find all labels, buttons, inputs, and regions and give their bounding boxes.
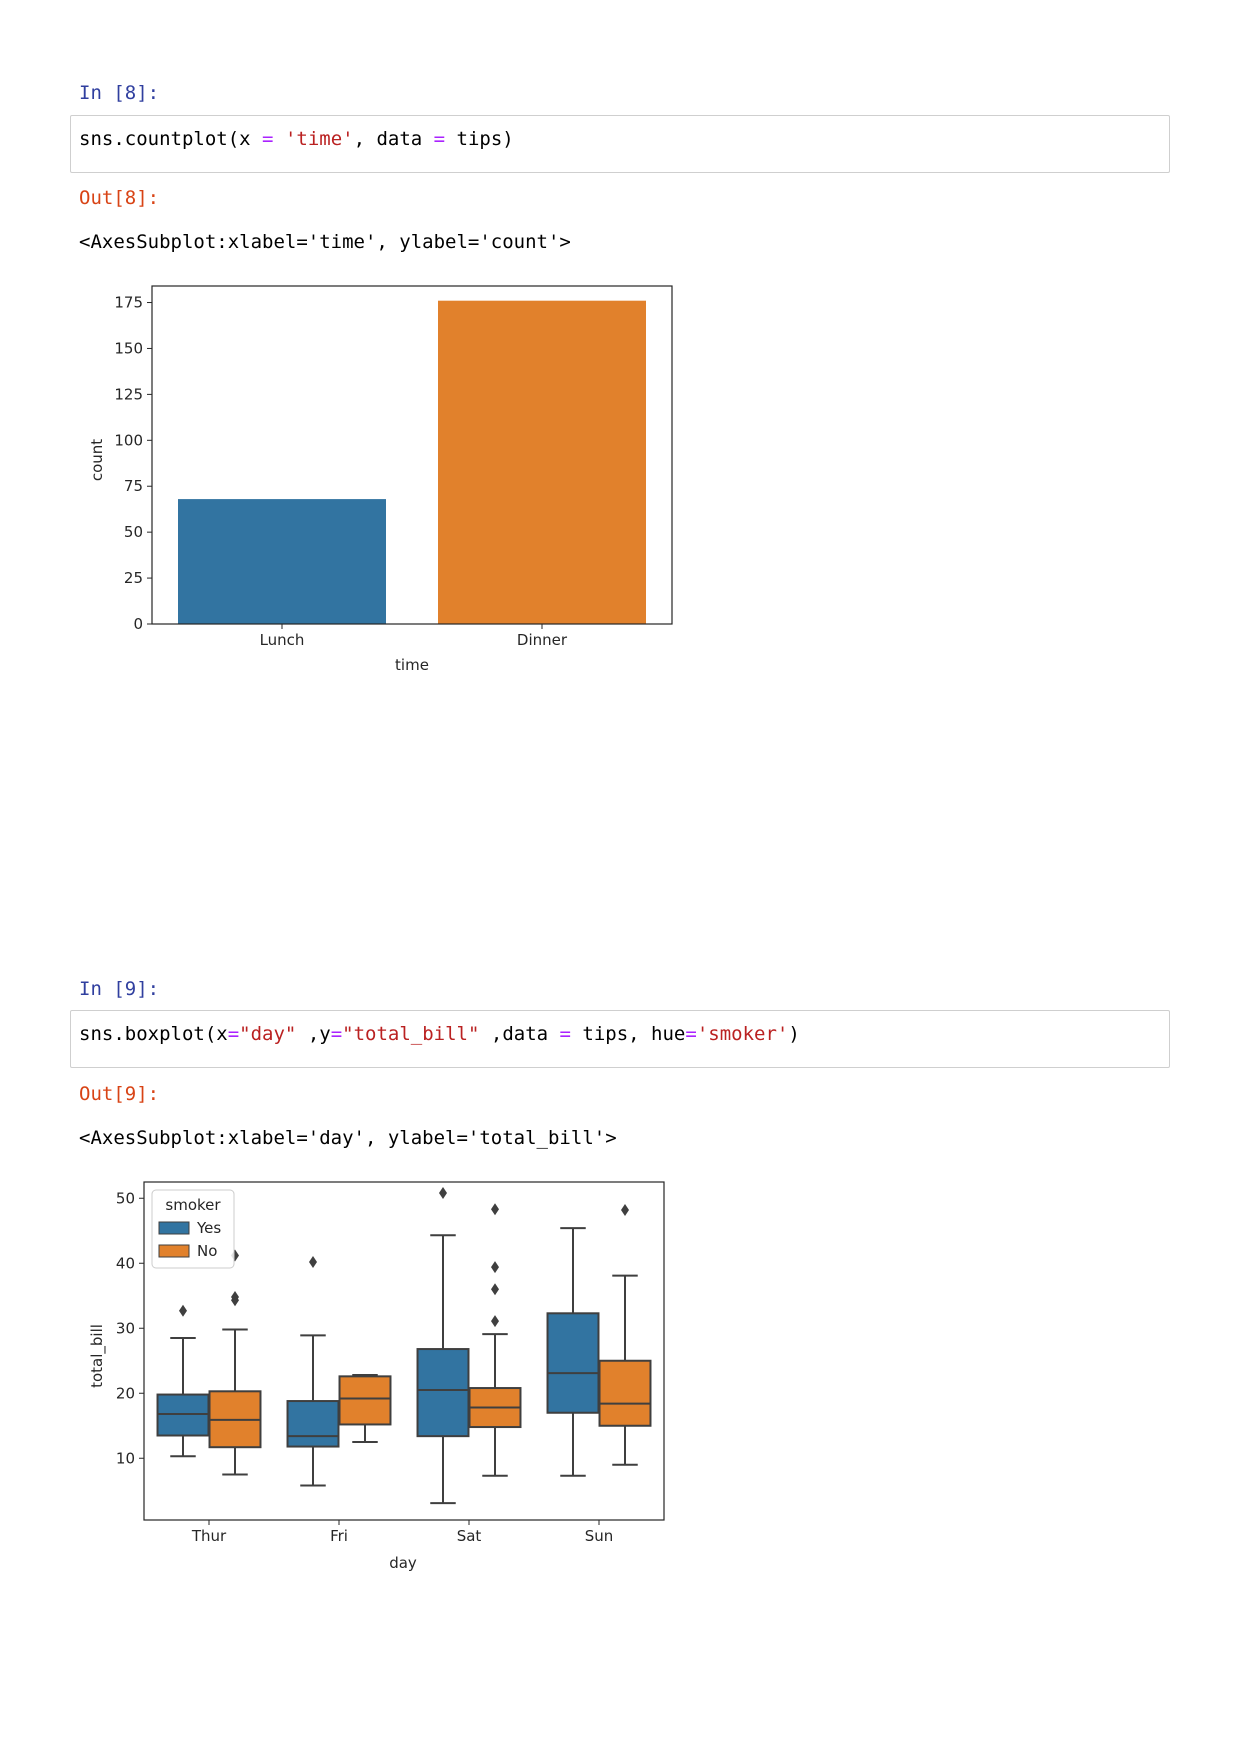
x-tick-label: Lunch [260,631,305,649]
outlier-point [491,1261,499,1274]
code-line: sns.boxplot(x="day" ,y="total_bill" ,dat… [79,1023,800,1045]
x-tick-label: Thur [191,1527,227,1545]
y-tick-label: 100 [114,431,143,449]
box-body [546,1312,600,1414]
code-token: 'time' [284,128,354,150]
outlier-point [179,1304,187,1317]
code-token: = [262,128,274,150]
outlier-point [231,1291,239,1304]
y-tick-label: 0 [133,615,143,633]
y-tick-label: 20 [116,1384,135,1402]
outlier-point [439,1187,447,1200]
legend-swatch [158,1221,190,1235]
box-body [598,1359,652,1427]
output-repr-9: <AxesSubplot:xlabel='day', ylabel='total… [79,1127,617,1149]
code-token: ,data [479,1023,560,1045]
box-sat-yes [416,1187,470,1505]
in-prompt-9: In [9]: [79,978,160,1000]
output-repr-8: <AxesSubplot:xlabel='time', ylabel='coun… [79,231,571,253]
legend-swatch [158,1244,190,1258]
code-token: sns.countplot(x [79,128,263,150]
legend-entry-label: No [197,1242,217,1260]
box-sun-no [598,1203,652,1466]
outlier-point [491,1283,499,1296]
y-tick-label: 30 [116,1319,135,1337]
code-token: ,y [296,1023,331,1045]
code-token: sns.boxplot(x [79,1023,228,1045]
out-prompt-9: Out[9]: [79,1083,160,1105]
box-thur-no [208,1249,262,1476]
code-token: = [559,1023,571,1045]
box-body [286,1400,340,1448]
y-tick-label: 50 [124,523,143,541]
bar-dinner [438,300,646,624]
y-tick-label: 150 [114,339,143,357]
code-token: "total_bill" [342,1023,480,1045]
code-cell-9[interactable]: sns.boxplot(x="day" ,y="total_bill" ,dat… [70,1010,1170,1068]
x-tick-label: Fri [330,1527,348,1545]
x-tick-label: Dinner [517,631,568,649]
box-sat-no [468,1203,522,1477]
x-tick-label: Sun [585,1527,614,1545]
code-token: tips) [445,128,514,150]
code-token: = [685,1023,697,1045]
box-body [416,1348,470,1438]
code-token: "day" [239,1023,297,1045]
x-axis-label: day [389,1554,417,1572]
legend-entry-label: Yes [196,1219,221,1237]
legend-title: smoker [165,1196,221,1214]
box-thur-yes [156,1304,210,1458]
code-token [273,128,284,150]
code-token: ) [788,1023,800,1045]
plot-frame [151,285,673,625]
box-fri-yes [286,1255,340,1487]
in-prompt-8: In [8]: [79,82,160,104]
code-line: sns.countplot(x = 'time', data = tips) [79,128,514,150]
y-tick-label: 175 [114,294,143,312]
y-tick-label: 75 [124,477,143,495]
plot-frame [143,1181,665,1521]
bar-lunch [178,499,386,624]
outlier-point [309,1255,317,1268]
x-tick-label: Sat [457,1527,482,1545]
box-sun-yes [546,1227,600,1477]
out-prompt-8: Out[8]: [79,187,160,209]
y-tick-label: 10 [116,1449,135,1467]
boxplot-chart: total_bill day Thur Fri Sat Sun 10 20 30 40 50 sm… [88,1181,665,1572]
y-tick-label: 125 [114,385,143,403]
box-fri-no [338,1374,392,1443]
box-body [338,1375,392,1426]
code-token: = [330,1023,343,1045]
outlier-point [491,1315,499,1328]
outlier-point [491,1203,499,1216]
code-token: tips, hue [570,1023,686,1045]
code-token: = [433,128,446,150]
code-token: , data [353,128,434,150]
legend: smoker Yes No [151,1189,235,1269]
y-axis-label: count [88,439,106,481]
y-axis-label: total_bill [88,1324,107,1388]
x-axis-label: time [395,656,429,674]
code-cell-8[interactable]: sns.countplot(x = 'time', data = tips) [70,115,1170,173]
countplot-chart: count time Lunch Dinner 0 25 50 75 100 125 150 17… [88,285,673,674]
y-tick-label: 50 [116,1189,135,1207]
y-tick-label: 40 [116,1254,135,1272]
y-tick-label: 25 [124,569,143,587]
code-token: 'smoker' [696,1023,789,1045]
code-token: = [227,1023,240,1045]
outlier-point [621,1203,629,1216]
